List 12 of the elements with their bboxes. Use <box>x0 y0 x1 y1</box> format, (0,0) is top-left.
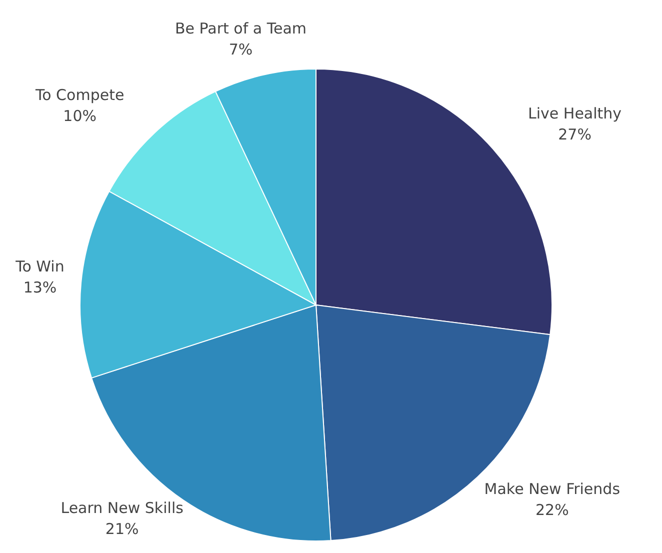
slice-label: To Compete <box>34 86 124 104</box>
slice-label: To Win <box>14 258 64 276</box>
slice-label: Be Part of a Team <box>174 20 306 38</box>
data-label: 7% <box>228 40 253 58</box>
slice-label: Live Healthy <box>528 104 622 122</box>
data-label: 22% <box>535 500 569 519</box>
data-label: 27% <box>558 125 592 144</box>
data-label: 10% <box>63 107 97 126</box>
data-label: 13% <box>23 278 57 297</box>
slice-label: Make New Friends <box>484 480 620 498</box>
data-label: 21% <box>105 520 139 538</box>
slice-label: Learn New Skills <box>60 499 184 517</box>
